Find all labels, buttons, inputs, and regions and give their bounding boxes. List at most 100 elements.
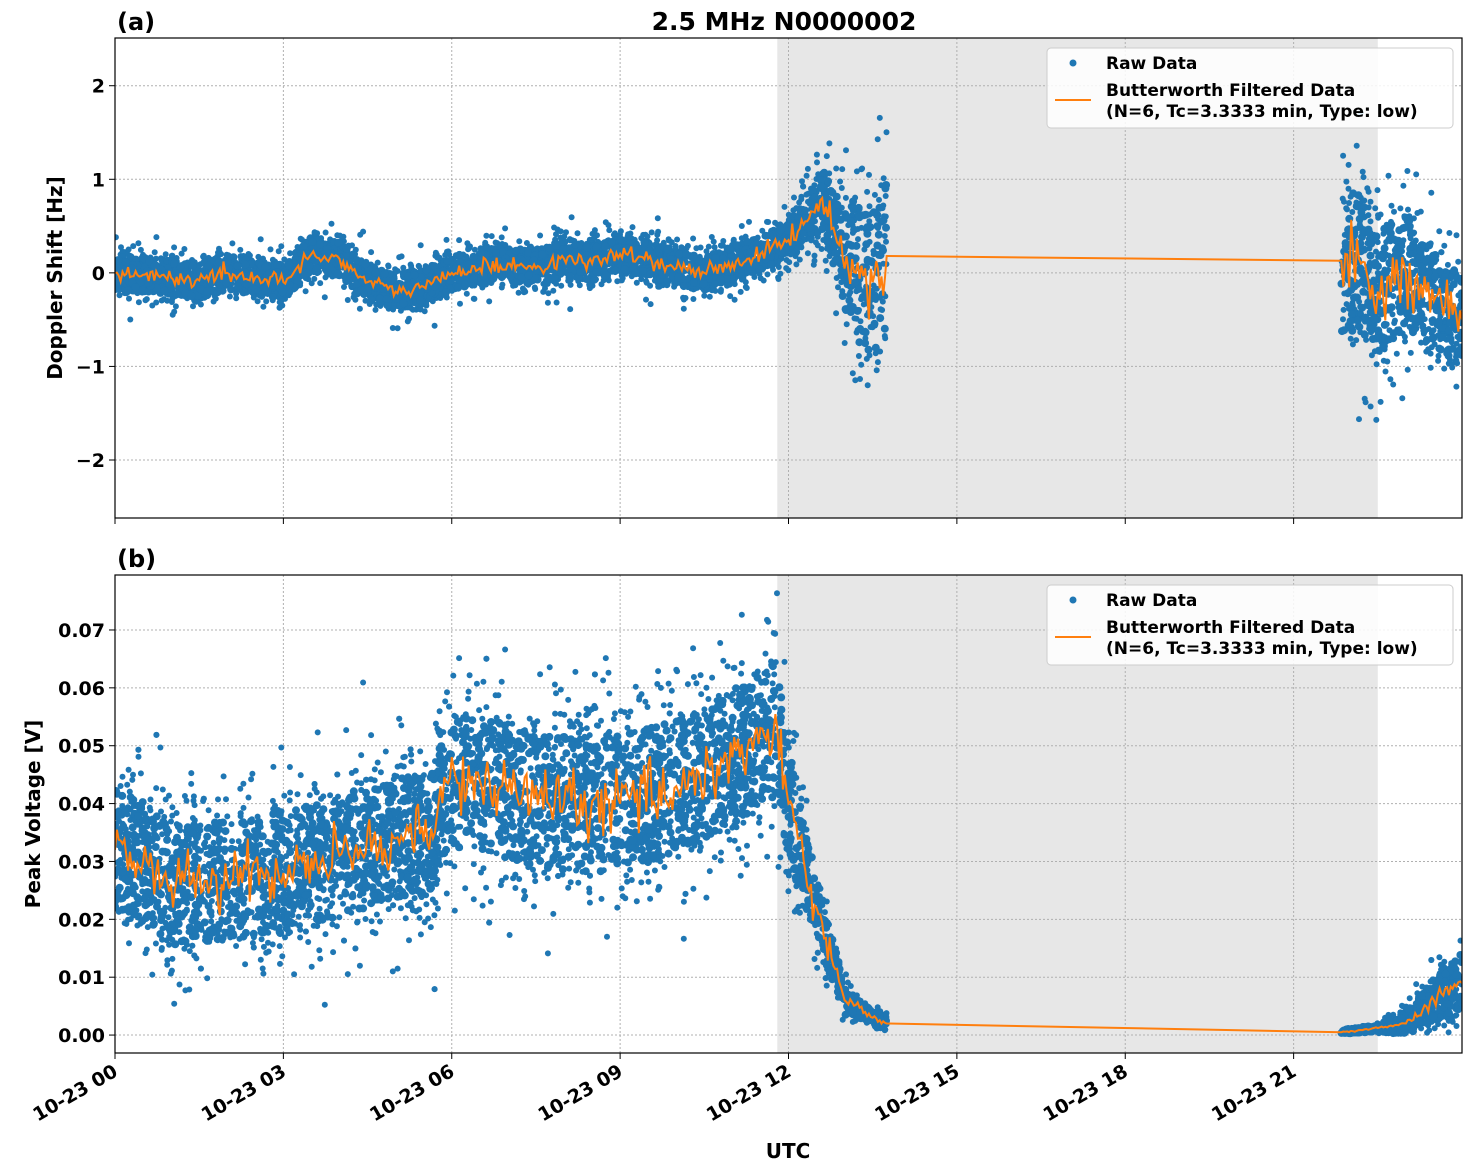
raw-point bbox=[1436, 228, 1443, 235]
raw-point bbox=[1407, 349, 1414, 356]
raw-point bbox=[1429, 320, 1436, 326]
raw-point bbox=[705, 243, 712, 250]
raw-point bbox=[882, 181, 891, 189]
raw-point bbox=[826, 187, 835, 195]
raw-point bbox=[1400, 182, 1407, 189]
raw-point bbox=[1387, 376, 1394, 383]
raw-point bbox=[1349, 209, 1356, 215]
raw-point bbox=[471, 246, 478, 253]
raw-point bbox=[311, 275, 318, 282]
raw-point bbox=[125, 246, 132, 253]
raw-point bbox=[803, 191, 810, 198]
raw-point bbox=[737, 288, 744, 295]
raw-point bbox=[806, 234, 815, 243]
raw-point bbox=[851, 315, 858, 322]
raw-point bbox=[633, 279, 640, 286]
raw-point bbox=[118, 244, 124, 251]
raw-point bbox=[396, 254, 403, 261]
raw-point bbox=[861, 328, 870, 337]
raw-point bbox=[863, 229, 872, 238]
raw-point bbox=[854, 285, 863, 293]
raw-point bbox=[881, 233, 888, 239]
raw-point bbox=[823, 268, 830, 274]
raw-point bbox=[367, 296, 376, 305]
raw-point bbox=[800, 183, 806, 190]
raw-point bbox=[317, 280, 324, 287]
raw-point bbox=[864, 345, 873, 354]
raw-point bbox=[831, 256, 840, 265]
raw-point bbox=[1367, 239, 1376, 248]
raw-point bbox=[878, 244, 887, 253]
raw-point bbox=[1413, 171, 1420, 178]
raw-point bbox=[1360, 174, 1367, 181]
raw-point bbox=[823, 231, 832, 240]
raw-point bbox=[601, 242, 610, 251]
raw-point bbox=[718, 286, 724, 293]
raw-point bbox=[1364, 185, 1371, 192]
raw-point bbox=[541, 280, 548, 287]
raw-point bbox=[783, 265, 790, 272]
raw-point bbox=[178, 250, 185, 257]
raw-point bbox=[1349, 341, 1356, 348]
raw-point bbox=[1344, 206, 1350, 213]
raw-point bbox=[1355, 214, 1364, 223]
raw-point bbox=[793, 261, 800, 268]
raw-point bbox=[130, 243, 137, 250]
raw-point bbox=[864, 382, 871, 389]
raw-point bbox=[796, 199, 803, 206]
raw-point bbox=[360, 228, 367, 235]
raw-point bbox=[193, 298, 200, 305]
raw-point bbox=[116, 292, 123, 299]
raw-point bbox=[254, 298, 261, 305]
raw-point bbox=[341, 284, 347, 290]
raw-point bbox=[663, 277, 672, 286]
raw-point bbox=[876, 196, 882, 203]
raw-point bbox=[1453, 340, 1460, 347]
raw-point bbox=[321, 294, 328, 301]
raw-point bbox=[1405, 206, 1411, 213]
raw-point bbox=[1374, 239, 1381, 246]
raw-point bbox=[1347, 285, 1356, 294]
raw-point bbox=[725, 245, 734, 254]
raw-point bbox=[250, 294, 257, 301]
raw-point bbox=[149, 302, 156, 309]
raw-point bbox=[680, 305, 687, 312]
raw-point bbox=[119, 248, 126, 255]
raw-point bbox=[1367, 403, 1374, 410]
raw-point bbox=[879, 216, 888, 225]
raw-point bbox=[752, 239, 761, 248]
raw-point bbox=[746, 218, 752, 225]
raw-point bbox=[826, 140, 833, 147]
raw-point bbox=[586, 281, 593, 288]
raw-point bbox=[617, 228, 624, 235]
raw-point bbox=[1427, 350, 1434, 357]
raw-point bbox=[1340, 316, 1346, 323]
raw-point bbox=[553, 231, 559, 238]
raw-point bbox=[498, 284, 505, 291]
raw-point bbox=[1404, 168, 1411, 174]
raw-point bbox=[188, 261, 197, 270]
raw-point bbox=[1438, 249, 1445, 256]
raw-point bbox=[181, 246, 188, 252]
raw-point bbox=[1439, 333, 1447, 342]
raw-point bbox=[215, 249, 221, 256]
raw-point bbox=[590, 275, 599, 284]
raw-point bbox=[1341, 239, 1350, 248]
raw-point bbox=[356, 305, 363, 312]
raw-point bbox=[843, 321, 850, 328]
raw-point bbox=[764, 218, 770, 225]
raw-point bbox=[1450, 266, 1459, 275]
raw-point bbox=[115, 256, 123, 265]
raw-point bbox=[431, 322, 438, 329]
raw-point bbox=[1441, 365, 1448, 372]
raw-point bbox=[1362, 399, 1369, 406]
raw-point bbox=[328, 220, 335, 227]
raw-point bbox=[200, 252, 207, 259]
raw-point bbox=[237, 246, 244, 253]
raw-point bbox=[1367, 218, 1374, 225]
raw-point bbox=[115, 234, 119, 241]
raw-point bbox=[233, 295, 240, 302]
raw-point bbox=[738, 235, 745, 242]
raw-point bbox=[1356, 416, 1362, 423]
